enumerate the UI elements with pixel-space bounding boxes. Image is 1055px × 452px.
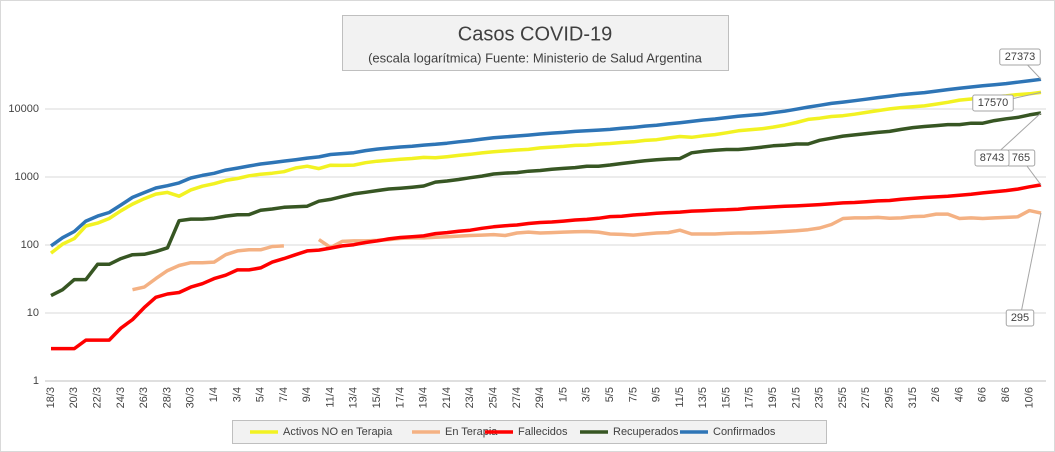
x-tick-label: 1/4 [208, 387, 220, 402]
legend-label: En Terapia [445, 426, 498, 438]
x-tick-label: 27/4 [511, 387, 523, 408]
x-tick-label: 13/5 [697, 387, 709, 408]
x-tick-label: 7/5 [627, 387, 639, 402]
x-tick-label: 7/4 [278, 387, 290, 402]
series-line [51, 183, 1042, 351]
legend-label: Confirmados [713, 426, 776, 438]
title-box [342, 15, 729, 71]
data-label: 295 [1011, 312, 1029, 324]
data-label: 27373 [1005, 51, 1036, 63]
x-tick-label: 23/4 [464, 387, 476, 408]
data-label: 765 [1012, 152, 1030, 164]
legend-label: Recuperados [613, 426, 679, 438]
x-tick-label: 22/3 [91, 387, 103, 408]
x-tick-label: 5/5 [604, 387, 616, 402]
label-leader [1019, 212, 1042, 319]
x-tick-label: 30/3 [185, 387, 197, 408]
x-tick-label: 6/6 [977, 387, 989, 402]
y-tick-label: 100 [21, 239, 39, 251]
x-tick-label: 24/3 [115, 387, 127, 408]
x-tick-label: 9/5 [651, 387, 663, 402]
x-tick-label: 17/5 [744, 387, 756, 408]
x-tick-label: 25/4 [487, 387, 499, 408]
x-tick-label: 26/3 [138, 387, 150, 408]
y-tick-label: 10000 [8, 103, 39, 115]
x-tick-label: 11/5 [674, 387, 686, 408]
chart-subtitle: (escala logarítmica) Fuente: Ministerio … [368, 50, 703, 65]
x-tick-label: 8/6 [1000, 387, 1012, 402]
x-tick-label: 29/5 [883, 387, 895, 408]
x-tick-label: 11/4 [324, 387, 336, 408]
y-tick-label: 1 [33, 375, 39, 387]
x-tick-label: 20/3 [68, 387, 80, 408]
x-tick-label: 15/5 [720, 387, 732, 408]
chart-title: Casos COVID-19 [458, 23, 613, 45]
data-label-box [1005, 309, 1035, 327]
x-tick-label: 21/4 [441, 387, 453, 408]
x-tick-label: 18/3 [45, 387, 57, 408]
x-tick-label: 25/5 [837, 387, 849, 408]
x-tick-label: 13/4 [348, 387, 360, 408]
data-label-box [974, 149, 1010, 167]
x-tick-label: 21/5 [790, 387, 802, 408]
x-tick-label: 15/4 [371, 387, 383, 408]
data-label: 8743 [980, 152, 1004, 164]
x-tick-label: 9/4 [301, 387, 313, 402]
data-label-box [999, 48, 1041, 66]
x-tick-label: 29/4 [534, 387, 546, 408]
legend-label: Fallecidos [518, 426, 568, 438]
y-tick-label: 10 [27, 307, 39, 319]
series-line [49, 77, 1042, 248]
x-tick-label: 27/5 [860, 387, 872, 408]
x-tick-label: 28/3 [161, 387, 173, 408]
x-tick-label: 10/6 [1023, 387, 1035, 408]
x-tick-label: 31/5 [907, 387, 919, 408]
series-line [50, 111, 1042, 298]
x-tick-label: 3/5 [581, 387, 593, 402]
legend-label: Activos NO en Terapia [283, 426, 393, 438]
series-line [317, 208, 1042, 250]
data-label-box [972, 94, 1014, 112]
y-tick-label: 1000 [15, 171, 39, 183]
x-tick-label: 3/4 [231, 387, 243, 402]
series-line [49, 90, 1042, 255]
x-tick-label: 17/4 [394, 387, 406, 408]
x-tick-label: 19/5 [767, 387, 779, 408]
x-tick-label: 5/4 [255, 387, 267, 402]
x-tick-label: 4/6 [953, 387, 965, 402]
legend-box [232, 420, 827, 444]
x-tick-label: 1/5 [557, 387, 569, 402]
series-line [132, 244, 284, 292]
x-tick-label: 23/5 [814, 387, 826, 408]
x-tick-label: 19/4 [418, 387, 430, 408]
x-tick-label: 2/6 [930, 387, 942, 402]
data-label: 17570 [978, 97, 1009, 109]
